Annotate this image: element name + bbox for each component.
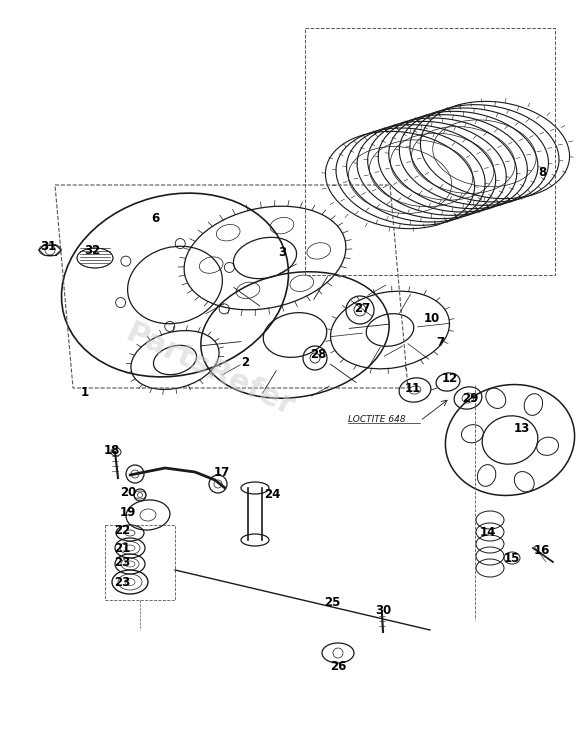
Text: 3: 3 bbox=[278, 246, 286, 258]
Text: 10: 10 bbox=[424, 312, 440, 324]
Text: 15: 15 bbox=[504, 551, 520, 565]
Text: 2: 2 bbox=[241, 356, 249, 368]
Text: PartsRefer: PartsRefer bbox=[121, 318, 299, 422]
Text: 18: 18 bbox=[104, 443, 120, 457]
Text: 17: 17 bbox=[214, 466, 230, 478]
Text: 21: 21 bbox=[114, 542, 130, 554]
Text: 16: 16 bbox=[534, 544, 550, 557]
Text: 23: 23 bbox=[114, 557, 130, 569]
Text: 12: 12 bbox=[442, 371, 458, 385]
Text: 22: 22 bbox=[114, 524, 130, 536]
Text: 32: 32 bbox=[84, 243, 100, 257]
Text: 27: 27 bbox=[354, 301, 370, 315]
Text: 30: 30 bbox=[375, 604, 391, 618]
Text: 28: 28 bbox=[310, 348, 326, 362]
Text: 19: 19 bbox=[120, 505, 136, 519]
Text: 1: 1 bbox=[81, 385, 89, 399]
Text: 31: 31 bbox=[40, 240, 56, 254]
Text: 29: 29 bbox=[462, 391, 478, 405]
Text: 11: 11 bbox=[405, 382, 421, 394]
Text: 26: 26 bbox=[330, 659, 346, 673]
Text: 8: 8 bbox=[538, 165, 546, 179]
Text: 6: 6 bbox=[151, 211, 159, 225]
Text: 20: 20 bbox=[120, 487, 136, 499]
Text: 25: 25 bbox=[324, 595, 340, 609]
Text: 13: 13 bbox=[514, 422, 530, 434]
Text: 14: 14 bbox=[480, 527, 496, 539]
Text: 7: 7 bbox=[436, 336, 444, 348]
Text: LOCTITE 648: LOCTITE 648 bbox=[348, 415, 406, 425]
Text: 23: 23 bbox=[114, 576, 130, 589]
Text: 24: 24 bbox=[264, 489, 280, 501]
